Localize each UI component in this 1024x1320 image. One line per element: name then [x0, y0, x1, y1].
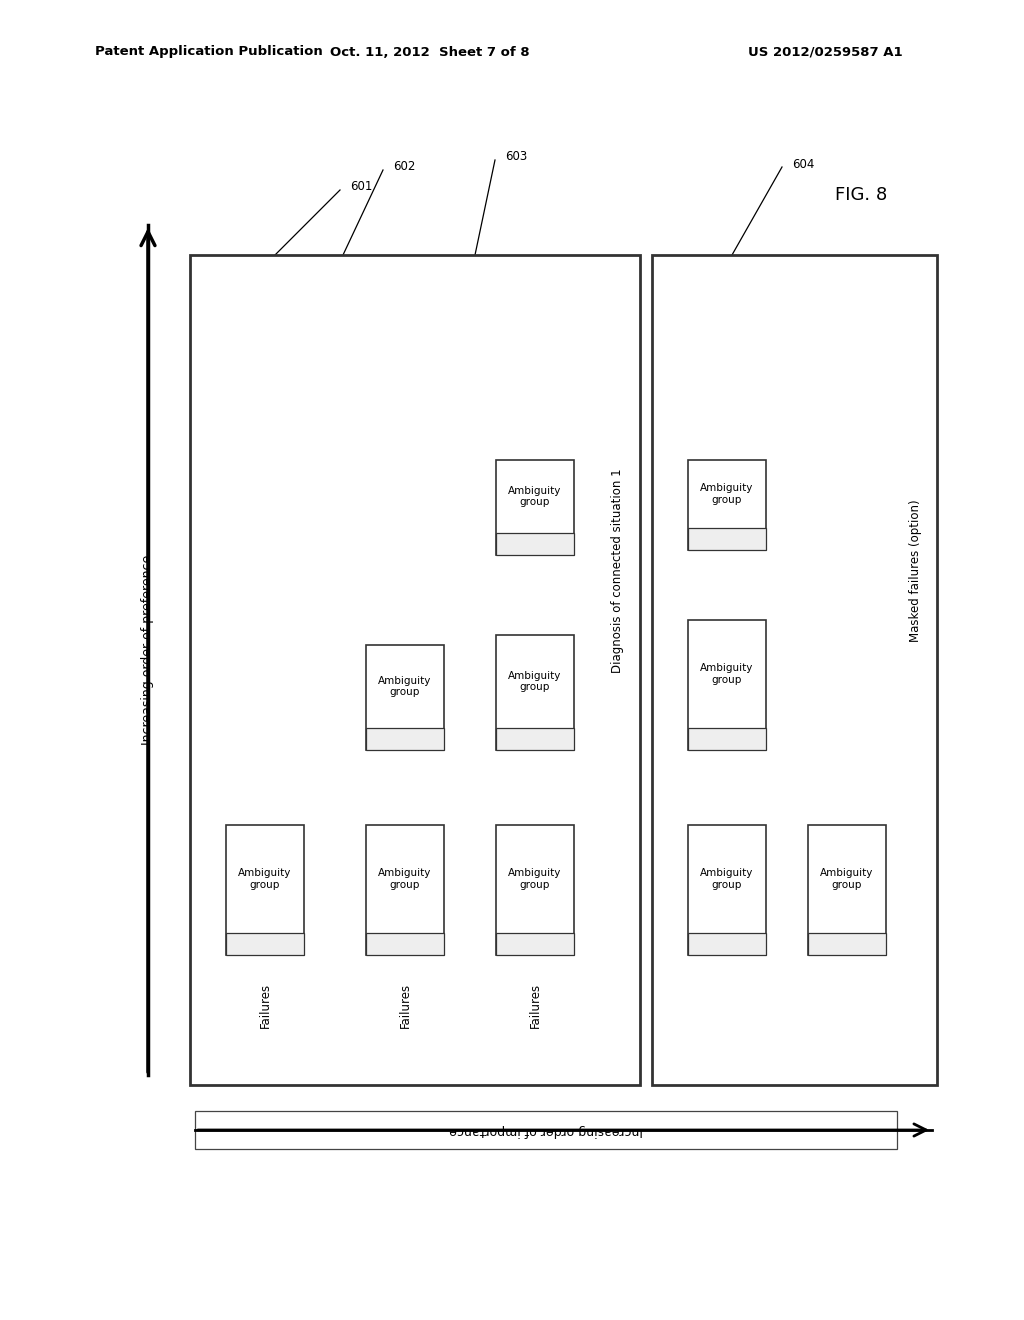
Bar — [366, 825, 444, 954]
Bar — [808, 825, 886, 954]
Text: Ambiguity
group: Ambiguity group — [700, 869, 754, 890]
Bar — [496, 933, 574, 954]
Text: Ambiguity
group: Ambiguity group — [239, 869, 292, 890]
Text: Ambiguity
group: Ambiguity group — [508, 486, 562, 507]
Bar — [226, 933, 304, 954]
Bar — [496, 459, 574, 554]
Bar — [226, 825, 304, 954]
Text: Ambiguity
group: Ambiguity group — [508, 671, 562, 692]
Text: Failures: Failures — [258, 982, 271, 1027]
Text: Patent Application Publication: Patent Application Publication — [95, 45, 323, 58]
Bar — [366, 729, 444, 750]
Bar — [366, 933, 444, 954]
Bar — [366, 645, 444, 750]
Text: Failures: Failures — [398, 982, 412, 1027]
Text: Diagnosis of connected situation 1: Diagnosis of connected situation 1 — [611, 469, 625, 673]
Bar — [808, 933, 886, 954]
Bar — [496, 825, 574, 954]
Bar — [195, 1111, 897, 1148]
Text: US 2012/0259587 A1: US 2012/0259587 A1 — [748, 45, 902, 58]
Text: 601: 601 — [350, 181, 373, 194]
Text: Ambiguity
group: Ambiguity group — [820, 869, 873, 890]
Text: 603: 603 — [505, 150, 527, 164]
Text: Ambiguity
group: Ambiguity group — [378, 869, 432, 890]
Text: Ambiguity
group: Ambiguity group — [378, 676, 432, 697]
Bar — [190, 255, 640, 1085]
Bar — [496, 635, 574, 750]
Bar — [688, 933, 766, 954]
Bar — [688, 620, 766, 750]
Bar — [688, 528, 766, 550]
Text: 604: 604 — [792, 157, 814, 170]
Bar — [688, 729, 766, 750]
Text: Ambiguity
group: Ambiguity group — [700, 483, 754, 504]
Text: 602: 602 — [393, 161, 416, 173]
Bar — [688, 459, 766, 550]
Text: FIG. 8: FIG. 8 — [835, 186, 887, 205]
Bar — [496, 533, 574, 554]
Text: Ambiguity
group: Ambiguity group — [700, 663, 754, 685]
Text: Increasing order of importance: Increasing order of importance — [450, 1123, 643, 1137]
Text: Masked failures (option): Masked failures (option) — [908, 499, 922, 642]
Text: Failures: Failures — [528, 982, 542, 1027]
Text: Oct. 11, 2012  Sheet 7 of 8: Oct. 11, 2012 Sheet 7 of 8 — [330, 45, 529, 58]
Bar — [688, 825, 766, 954]
Text: Ambiguity
group: Ambiguity group — [508, 869, 562, 890]
Text: Increasing order of preference: Increasing order of preference — [141, 554, 155, 744]
Bar — [496, 729, 574, 750]
Bar — [652, 255, 937, 1085]
